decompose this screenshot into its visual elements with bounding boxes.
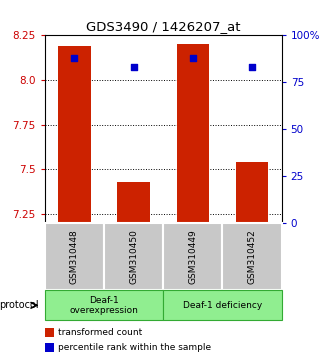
Text: transformed count: transformed count	[58, 328, 142, 337]
Text: GSM310448: GSM310448	[70, 229, 79, 284]
Bar	[177, 44, 209, 223]
Text: GSM310449: GSM310449	[188, 229, 197, 284]
Text: GSM310450: GSM310450	[129, 229, 138, 284]
Bar	[236, 162, 268, 223]
Point	[190, 55, 195, 61]
Text: GSM310452: GSM310452	[247, 229, 257, 284]
Text: protocol: protocol	[0, 300, 38, 310]
Point	[72, 55, 77, 61]
Title: GDS3490 / 1426207_at: GDS3490 / 1426207_at	[86, 20, 240, 33]
Point	[250, 64, 255, 70]
Text: Deaf-1
overexpression: Deaf-1 overexpression	[69, 296, 139, 315]
Text: percentile rank within the sample: percentile rank within the sample	[58, 343, 211, 352]
Bar	[58, 46, 91, 223]
Point	[131, 64, 136, 70]
Text: Deaf-1 deficiency: Deaf-1 deficiency	[183, 301, 262, 310]
Bar	[117, 182, 150, 223]
